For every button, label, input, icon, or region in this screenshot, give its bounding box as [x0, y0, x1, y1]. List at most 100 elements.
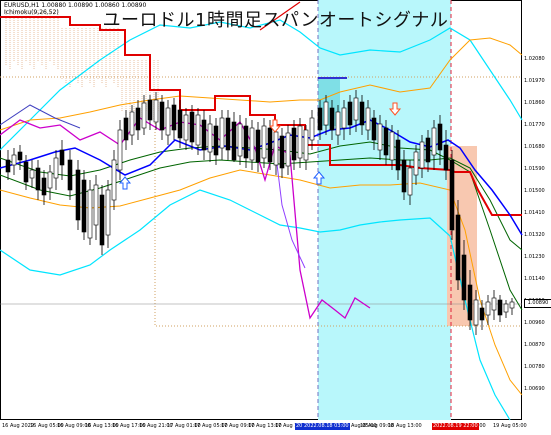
candle-body	[497, 299, 503, 316]
candle-body	[467, 284, 473, 321]
candle-body	[317, 107, 323, 131]
candle-body	[297, 125, 303, 159]
chart-title: ユーロドル1時間足スパンオートシグナル	[102, 10, 449, 31]
candle-body	[309, 117, 315, 141]
end-time-highlight: 2022.08.19 22:00	[432, 423, 479, 430]
dotted-level-box	[154, 120, 522, 327]
candle-body	[401, 159, 407, 193]
start-time-highlight: 20 2022.08.18 03:00	[295, 423, 350, 430]
candle-body	[147, 99, 153, 121]
candle-body	[329, 107, 335, 131]
candle-body	[99, 194, 105, 246]
candle-body	[291, 127, 297, 161]
candle-body	[407, 167, 413, 196]
highlight-zone-cyan	[318, 0, 451, 420]
candle-body	[419, 141, 425, 169]
candle-body	[41, 177, 47, 196]
candle-body	[443, 144, 449, 171]
price-label: 1.02080	[524, 56, 545, 62]
candle-body	[75, 169, 81, 221]
time-label: 17 Aug 09:00	[221, 423, 255, 429]
candle-body	[371, 117, 377, 141]
price-label: 1.01320	[524, 232, 545, 238]
arrow-down-icon	[268, 119, 282, 133]
candle-body	[213, 125, 219, 156]
candle-body	[267, 127, 273, 163]
candle-body	[17, 151, 23, 161]
candle-body	[341, 107, 347, 129]
candle-body	[243, 125, 249, 159]
candle-body	[231, 121, 237, 161]
symbol-info: EURUSD,H1 1.00880 1.00890 1.00860 1.0089…	[4, 2, 147, 9]
plot-frame	[0, 0, 522, 420]
candle-body	[177, 109, 183, 139]
candle-body	[153, 99, 159, 123]
chikou-line-2	[0, 104, 81, 129]
candle-body	[87, 189, 93, 239]
price-label: 1.01410	[524, 210, 545, 216]
candle-body	[29, 169, 35, 179]
bollinger-upper-outer	[0, 19, 523, 151]
price-label: 1.00780	[524, 364, 545, 370]
candle-body	[461, 254, 467, 301]
arrow-up-icon	[312, 171, 326, 185]
candle-body	[431, 127, 437, 156]
bollinger-middle-2	[0, 157, 523, 251]
candle-body	[503, 303, 509, 313]
time-label: 17 Aug 05:00	[194, 423, 228, 429]
time-label: 16 Aug 17:00	[112, 423, 146, 429]
candle-body	[35, 167, 41, 191]
candle-body	[141, 102, 147, 129]
candle-body	[159, 101, 165, 131]
candle-body	[219, 117, 225, 149]
candle-body	[207, 123, 213, 153]
candle-body	[261, 125, 267, 159]
candle-body	[67, 159, 73, 191]
candle-body	[201, 119, 207, 151]
candle-body	[479, 307, 485, 321]
candle-body	[273, 131, 279, 166]
time-label: 17 Aug 01:00	[167, 423, 201, 429]
candle-body	[279, 135, 285, 169]
price-label: 1.01230	[524, 254, 545, 260]
candle-body	[449, 159, 455, 231]
price-label: 1.01770	[524, 122, 545, 128]
chikou-line	[0, 117, 371, 320]
candle-body	[111, 159, 117, 201]
candle-body	[491, 297, 497, 311]
candle-body	[377, 123, 383, 151]
price-label: 1.01590	[524, 166, 545, 172]
candle-body	[437, 123, 443, 151]
candle-body	[129, 111, 135, 136]
candle-body	[473, 299, 479, 326]
time-label: 16 Aug 21:00	[139, 423, 173, 429]
candle-body	[383, 127, 389, 156]
candle-body	[347, 101, 353, 126]
candle-body	[171, 104, 177, 131]
candle-body	[11, 154, 17, 166]
candle-body	[335, 111, 341, 136]
candle-body	[81, 179, 87, 233]
bollinger-lower-outer	[0, 189, 511, 421]
candle-body	[395, 139, 401, 171]
candle-body	[105, 189, 111, 236]
arrow-up-icon	[118, 176, 132, 190]
candle-body	[389, 131, 395, 161]
price-label: 1.01970	[524, 78, 545, 84]
candle-body	[135, 107, 141, 131]
candle-body	[303, 129, 309, 161]
symbol-header: EURUSD,H1 1.00880 1.00890 1.00860 1.0089…	[4, 2, 146, 16]
price-label: 1.00960	[524, 320, 545, 326]
candle-body	[53, 157, 59, 179]
time-label: 17 Aug 13:00	[248, 423, 282, 429]
candle-body	[255, 129, 261, 163]
time-label: 19 Aug 05:00	[493, 423, 527, 429]
time-label: 18 Aug 05:00	[343, 423, 377, 429]
time-label: 18 Aug 09:00	[360, 423, 394, 429]
price-label: 1.00690	[524, 386, 545, 392]
price-label: 1.01680	[524, 144, 545, 150]
candle-body	[23, 161, 29, 183]
arrow-down-icon	[388, 102, 402, 116]
